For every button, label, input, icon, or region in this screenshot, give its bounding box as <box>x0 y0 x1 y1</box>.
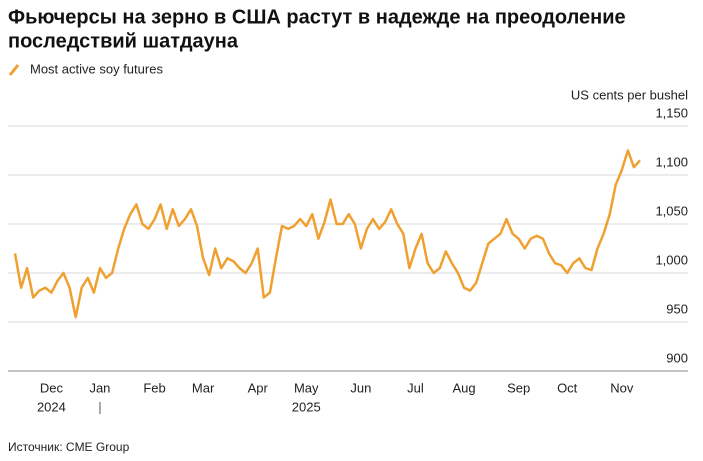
y-axis-label: US cents per bushel <box>571 87 688 102</box>
y-tick-label: 900 <box>666 350 688 365</box>
x-tick-label: Apr <box>248 380 269 395</box>
y-tick-label: 1,150 <box>655 105 688 120</box>
x-tick-label: Dec <box>40 380 64 395</box>
y-tick-label: 950 <box>666 301 688 316</box>
x-tick-label: Jun <box>350 380 371 395</box>
x-tick-label: May <box>294 380 319 395</box>
y-tick-label: 1,000 <box>655 252 688 267</box>
x-tick-label: Aug <box>452 380 475 395</box>
x-tick-label: Oct <box>557 380 578 395</box>
source: Источник: CME Group <box>8 440 130 454</box>
y-tick-label: 1,050 <box>655 203 688 218</box>
legend-swatch <box>8 64 20 76</box>
x-tick-label: Jul <box>407 380 424 395</box>
x-tick-label: Feb <box>143 380 165 395</box>
x-tick-label: Jan <box>89 380 110 395</box>
year-label: 2024 <box>37 399 66 414</box>
chart-title-line: Фьючерсы на зерно в США растут в надежде… <box>8 6 626 28</box>
chart-title-line: последствий шатдауна <box>8 30 239 52</box>
x-tick-label: Mar <box>192 380 215 395</box>
legend-label: Most active soy futures <box>30 61 163 76</box>
x-tick-label: Sep <box>507 380 530 395</box>
x-tick-label: Nov <box>610 380 634 395</box>
y-tick-label: 1,100 <box>655 154 688 169</box>
year-label: 2025 <box>292 399 321 414</box>
line-series <box>13 149 641 319</box>
